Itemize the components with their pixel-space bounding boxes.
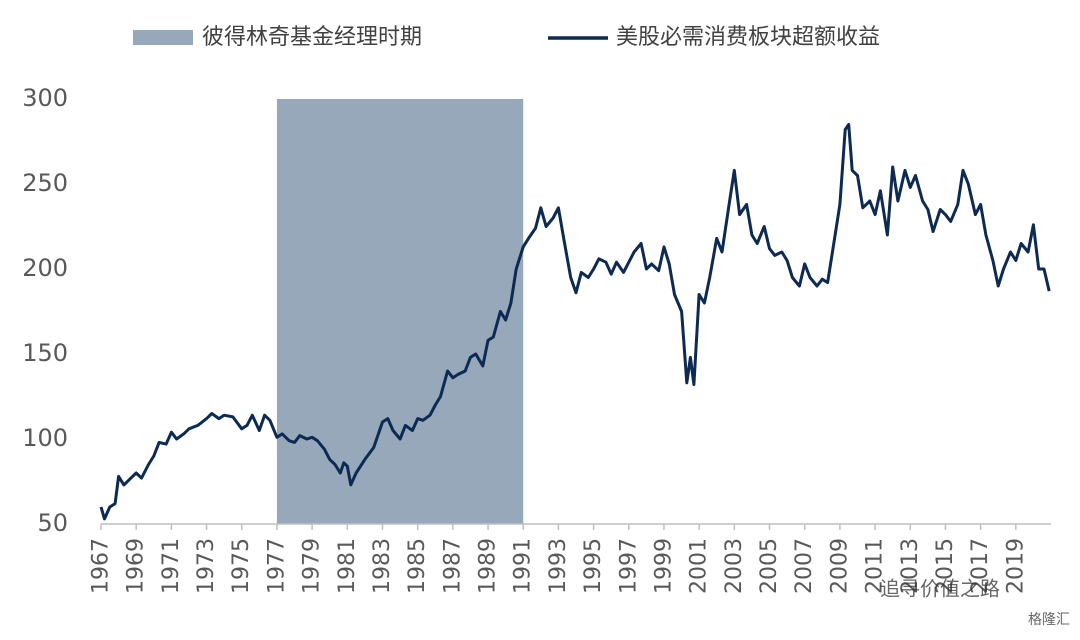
x-tick-label: 1995 (581, 538, 606, 594)
x-tick-label: 1999 (651, 538, 676, 594)
x-tick-label: 1985 (405, 538, 430, 594)
x-tick-label: 2019 (1003, 538, 1028, 594)
y-tick-label: 150 (22, 339, 68, 367)
x-tick-label: 2007 (792, 538, 817, 594)
y-tick-label: 50 (37, 509, 68, 537)
x-tick-label: 1971 (159, 538, 184, 594)
x-tick-label: 2003 (722, 538, 747, 594)
x-tick-label: 2009 (827, 538, 852, 594)
x-tick-label: 2011 (863, 538, 888, 594)
x-tick-label: 1983 (370, 538, 395, 594)
x-tick-label: 2015 (933, 538, 958, 594)
source-badge: 格隆汇 (1028, 612, 1070, 628)
x-tick-label: 1991 (511, 538, 536, 594)
x-tick-label: 1989 (476, 538, 501, 594)
legend-label: 彼得林奇基金经理时期 (202, 25, 422, 50)
watermark: 追寻价值之路 (880, 577, 1000, 601)
x-tick-label: 1969 (124, 538, 149, 594)
x-tick-label: 2005 (757, 538, 782, 594)
x-tick-label: 1967 (89, 538, 114, 594)
x-tick-label: 1993 (546, 538, 571, 594)
x-tick-label: 1981 (335, 538, 360, 594)
plot: 50 100 150 200 250 300 1967 1969 1971 1973 1975 197… (22, 25, 1051, 594)
x-tick-label: 1979 (300, 538, 325, 594)
legend-label: 美股必需消费板块超额收益 (616, 25, 880, 50)
x-tick-label: 1997 (616, 538, 641, 594)
series-line (99, 123, 1051, 521)
x-tick-label: 1973 (194, 538, 219, 594)
y-tick-label: 250 (22, 169, 68, 197)
x-tick-label: 1975 (229, 538, 254, 594)
shaded-period (276, 99, 524, 524)
x-tick-label: 2001 (687, 538, 712, 594)
y-tick-label: 200 (22, 254, 68, 282)
y-tick-label: 100 (22, 424, 68, 452)
x-tick-label: 2017 (968, 538, 993, 594)
y-tick-label: 300 (22, 84, 68, 112)
legend-swatch (133, 30, 193, 45)
x-tick-label: 2013 (898, 538, 923, 594)
x-tick-label: 1977 (264, 538, 289, 594)
x-tick-label: 1987 (440, 538, 465, 594)
